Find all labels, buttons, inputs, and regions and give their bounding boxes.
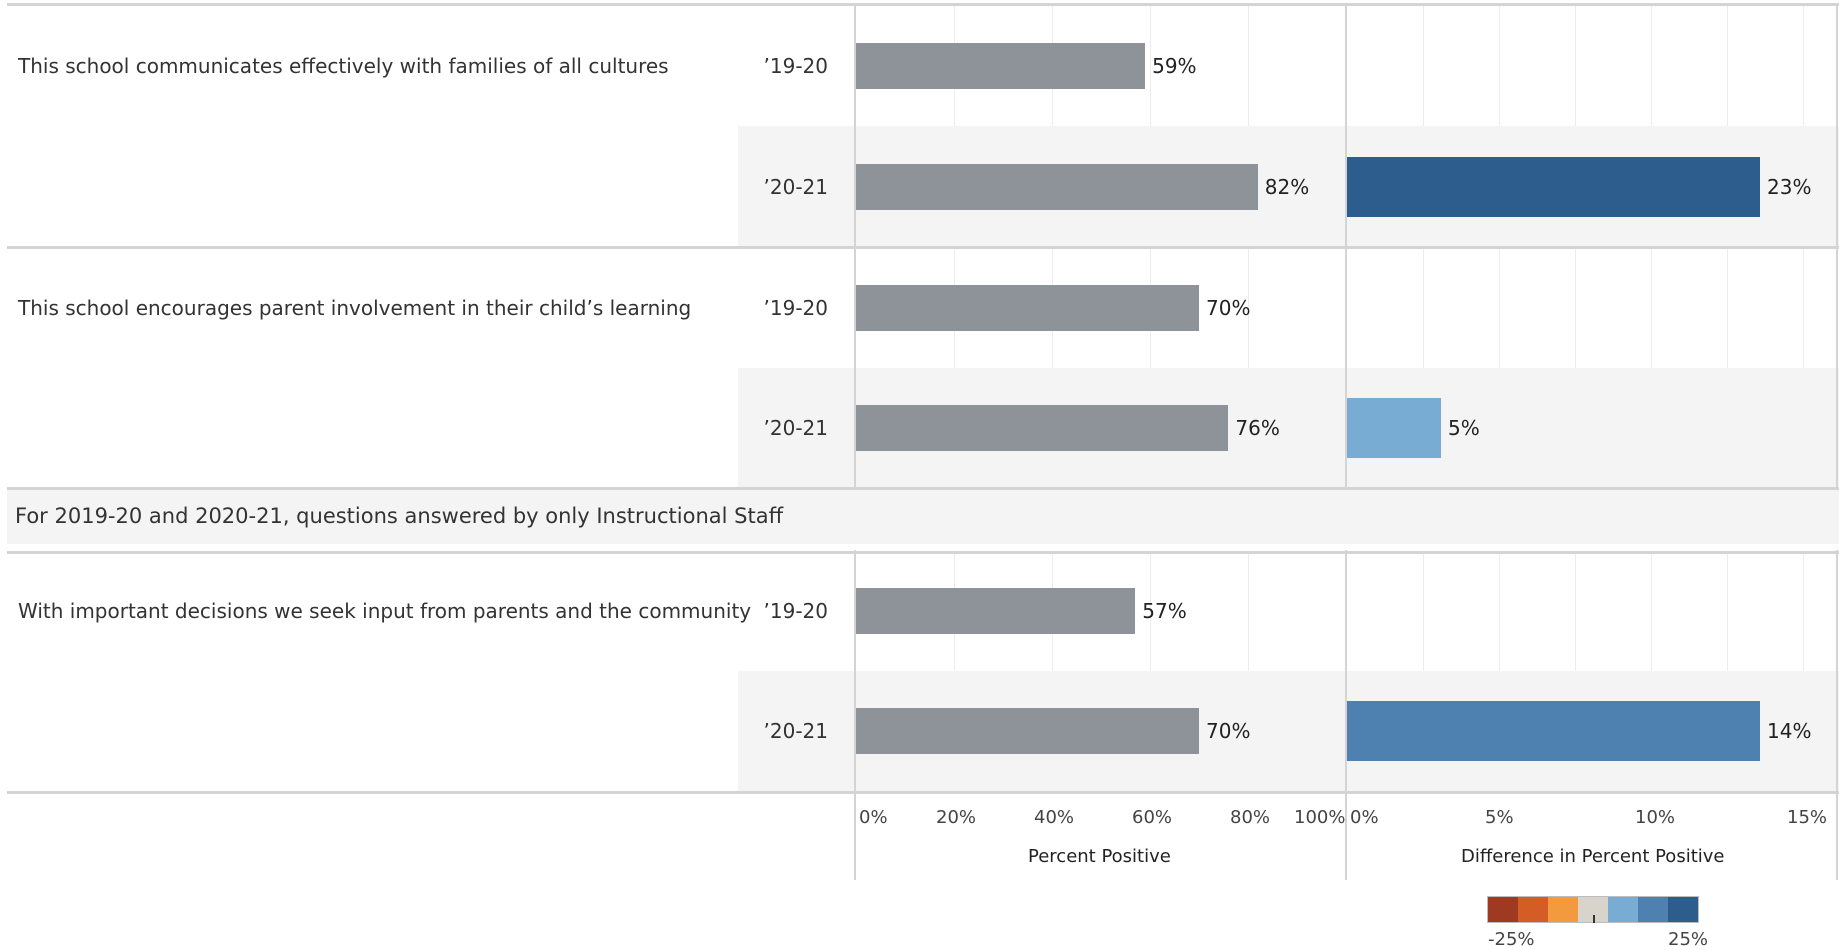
percent-value-label: 70% — [1206, 719, 1251, 743]
percent-bar — [856, 43, 1146, 89]
percent-bar — [856, 164, 1258, 210]
question-label: With important decisions we seek input f… — [18, 599, 752, 623]
diff-value-label: 23% — [1767, 175, 1812, 199]
block-bottom-border — [7, 246, 1839, 249]
diff-bar — [1347, 701, 1760, 761]
percent-axis-tick-label: 60% — [1132, 807, 1173, 828]
diff-value-label: 5% — [1448, 416, 1480, 440]
percent-axis-tick-label: 0% — [859, 807, 888, 828]
percent-axis-tick-label: 80% — [1230, 807, 1271, 828]
legend-swatch — [1608, 897, 1638, 922]
legend-swatch — [1488, 897, 1518, 922]
year-label: ’20-21 — [763, 719, 828, 743]
right-border-line — [1836, 550, 1838, 880]
legend-swatch — [1638, 897, 1668, 922]
diff-axis-title: Difference in Percent Positive — [1461, 846, 1725, 867]
block-top-border — [7, 551, 1839, 554]
chart-bottom-border — [7, 791, 1839, 794]
year-label: ’19-20 — [763, 599, 828, 623]
legend-swatch — [1518, 897, 1548, 922]
section-header: For 2019-20 and 2020-21, questions answe… — [15, 504, 784, 528]
percent-axis-tick-label: 100% — [1294, 807, 1346, 828]
section-header-band — [7, 490, 1839, 544]
diff-bar — [1347, 398, 1441, 458]
legend-min-label: -25% — [1488, 929, 1535, 950]
year-label: ’19-20 — [763, 54, 828, 78]
percent-value-label: 59% — [1152, 54, 1197, 78]
label-column-line — [853, 5, 855, 6]
percent-value-label: 82% — [1264, 175, 1310, 199]
question-label: This school encourages parent involvemen… — [18, 296, 692, 320]
legend-swatch — [1548, 897, 1578, 922]
percent-axis-tick-label: 20% — [936, 807, 977, 828]
question-label: This school communicates effectively wit… — [18, 54, 669, 78]
diff-axis-tick-label: 15% — [1787, 807, 1828, 828]
year-label: ’20-21 — [763, 175, 828, 199]
percent-bar — [856, 588, 1136, 634]
percent-axis-line — [854, 5, 856, 488]
percent-bar — [856, 285, 1199, 331]
diff-value-label: 14% — [1767, 719, 1812, 743]
diff-axis-tick-label: 0% — [1350, 807, 1379, 828]
percent-axis-title: Percent Positive — [1028, 846, 1171, 867]
legend-swatch — [1668, 897, 1698, 922]
block-bottom-border — [7, 487, 1839, 490]
percent-bar — [856, 708, 1199, 754]
percent-value-label: 57% — [1142, 599, 1187, 623]
year-label: ’19-20 — [763, 296, 828, 320]
right-border-line — [1836, 5, 1838, 488]
legend-max-label: 25% — [1668, 929, 1709, 950]
diff-axis-line — [1345, 5, 1347, 488]
diff-axis-tick-label: 5% — [1485, 807, 1514, 828]
diff-bar — [1347, 157, 1760, 217]
year-label: ’20-21 — [763, 416, 828, 440]
percent-value-label: 76% — [1235, 416, 1280, 440]
percent-axis-line — [854, 550, 856, 880]
diff-axis-tick-label: 10% — [1635, 807, 1676, 828]
legend-center-tick — [1593, 915, 1595, 923]
percent-bar — [856, 405, 1229, 451]
diff-axis-line — [1345, 550, 1347, 880]
percent-value-label: 70% — [1206, 296, 1251, 320]
percent-axis-tick-label: 40% — [1034, 807, 1075, 828]
block-top-border — [7, 3, 1839, 6]
